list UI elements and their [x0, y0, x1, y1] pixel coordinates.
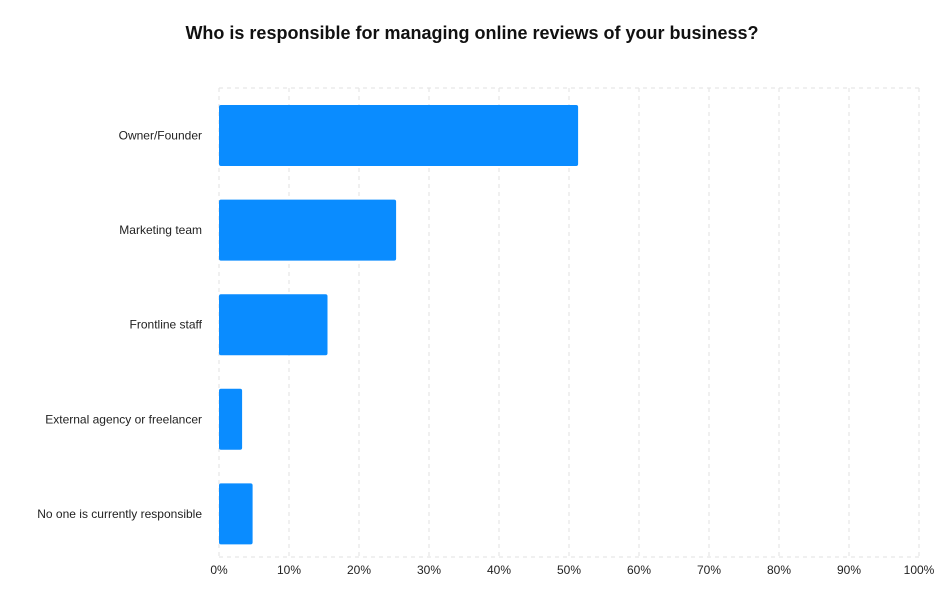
bar [219, 388, 243, 450]
category-label: External agency or freelancer [45, 412, 202, 426]
x-tick-label: 60% [627, 563, 651, 577]
x-tick-label: 80% [767, 563, 791, 577]
x-tick-label: 90% [837, 563, 861, 577]
x-tick-label: 50% [557, 563, 581, 577]
bar [219, 105, 579, 166]
category-label: No one is currently responsible [37, 507, 202, 521]
x-tick-label: 20% [347, 563, 371, 577]
bars [219, 105, 579, 545]
x-tick-label: 40% [487, 563, 511, 577]
bar [219, 294, 328, 356]
category-label: Marketing team [119, 223, 202, 237]
x-tick-label: 70% [697, 563, 721, 577]
x-tick-label: 10% [277, 563, 301, 577]
x-tick-label: 100% [904, 563, 935, 577]
x-axis-ticks: 0% 10% 20% 30% 40% 50% 60% 70% 80% 90% 100% [210, 563, 934, 577]
x-tick-label: 30% [417, 563, 441, 577]
category-label: Frontline staff [130, 318, 203, 332]
chart-title: Who is responsible for managing online r… [185, 23, 758, 43]
category-label: Owner/Founder [119, 129, 202, 143]
category-labels: Owner/Founder Marketing team Frontline sta… [37, 129, 202, 521]
x-tick-label: 0% [210, 563, 228, 577]
bar [219, 199, 397, 261]
bar [219, 483, 253, 545]
